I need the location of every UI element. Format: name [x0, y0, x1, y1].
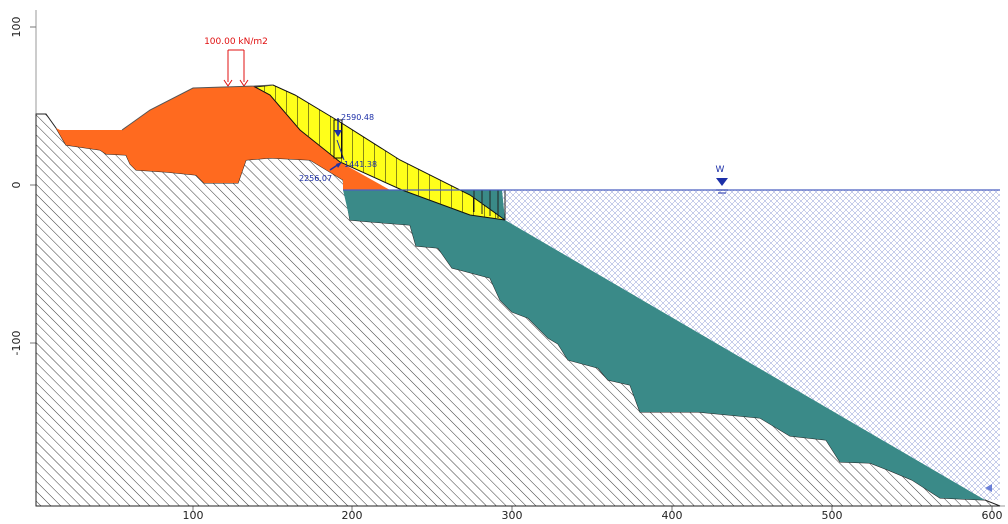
water-triangle-icon [716, 178, 728, 186]
right-edge-marker-icon [985, 484, 992, 492]
force-label-middle: 1441.38 [344, 160, 377, 169]
x-tick-label-300: 300 [502, 509, 523, 520]
x-tick-label-600: 600 [982, 509, 1003, 520]
crest-outline [121, 84, 274, 131]
x-tick-label-500: 500 [822, 509, 843, 520]
y-tick-label-100: 100 [10, 17, 23, 38]
selected-slice [333, 119, 343, 159]
water-label: W [716, 165, 725, 175]
x-tick-label-200: 200 [342, 509, 363, 520]
y-tick-label-0: 0 [10, 182, 23, 189]
x-tick-label-400: 400 [662, 509, 683, 520]
slice-lines [473, 190, 506, 220]
x-tick-label-100: 100 [183, 509, 204, 520]
force-arrow-icon [334, 130, 342, 137]
x-axis-ticks: 100 200 300 400 500 600 [183, 506, 1003, 522]
submerged-layer [343, 190, 985, 500]
force-label-top: 2590.48 [341, 113, 374, 122]
y-axis-ticks: 100 0 -100 [10, 17, 36, 356]
force-label-left: 2256.07 [299, 174, 332, 183]
distributed-load: 100.00 kN/m2 [204, 37, 268, 87]
embankment-layer [56, 86, 390, 190]
water-region [500, 190, 1000, 500]
load-arrow-icon [223, 79, 233, 87]
y-tick-label-neg100: -100 [10, 331, 23, 356]
load-label: 100.00 kN/m2 [204, 37, 268, 47]
force-arrow-icon-2 [336, 162, 342, 168]
water-marker: W [716, 165, 728, 194]
force-vectors: 2590.48 1441.38 2256.07 [299, 113, 377, 183]
